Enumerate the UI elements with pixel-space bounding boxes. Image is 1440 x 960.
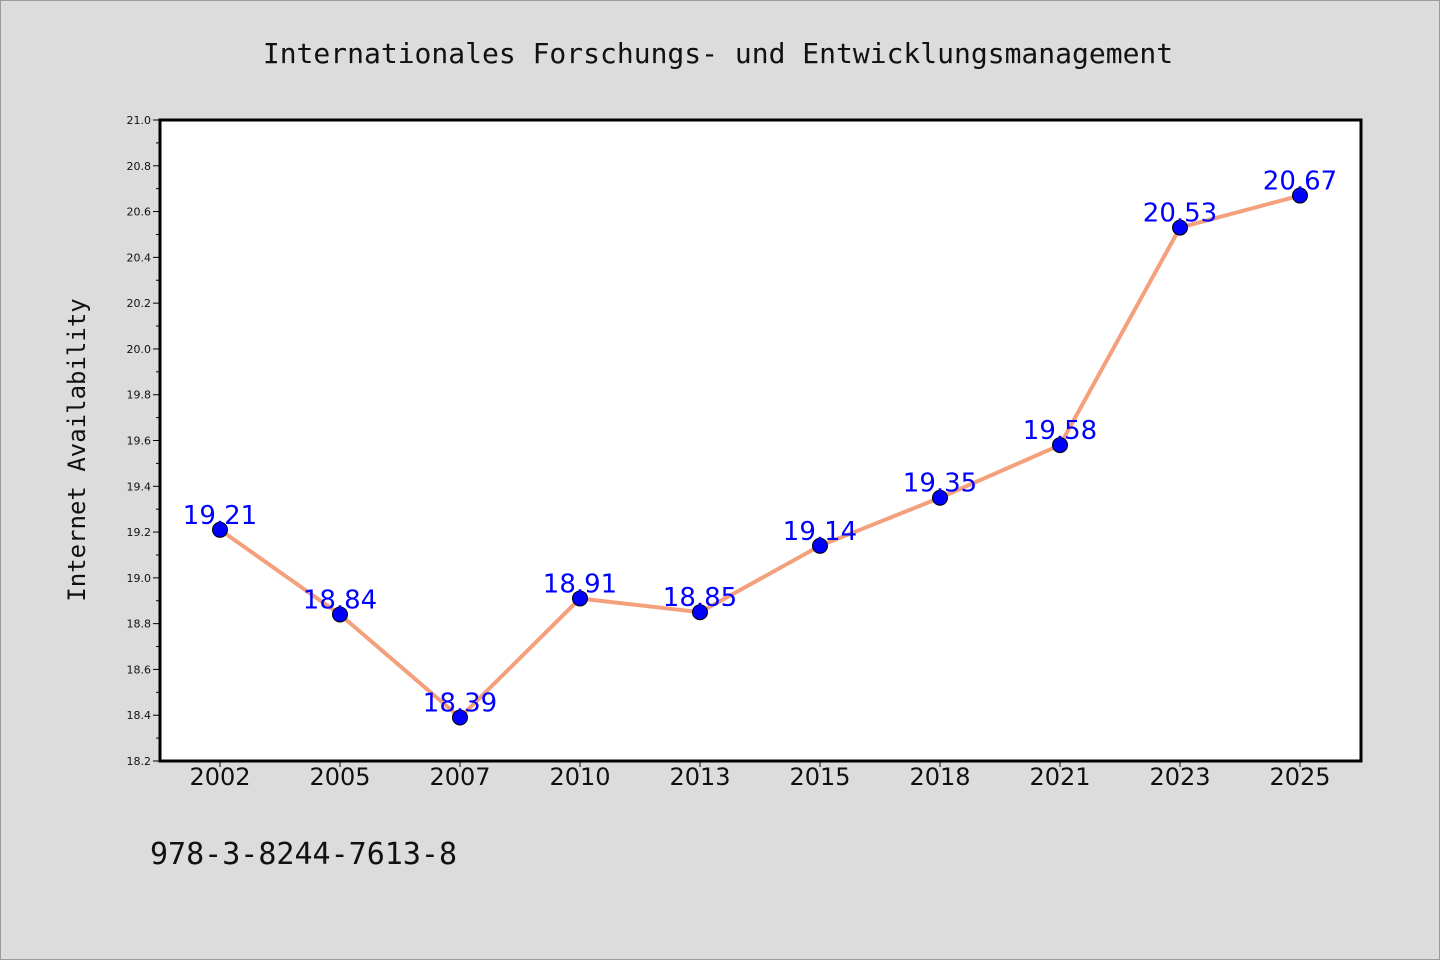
x-tick-label: 2010 — [549, 763, 610, 791]
data-point-2023 — [1172, 219, 1188, 236]
data-point-2025 — [1292, 187, 1308, 204]
x-tick-label: 2007 — [429, 763, 490, 791]
series-line — [218, 193, 1301, 720]
x-tick-label: 2025 — [1269, 763, 1330, 791]
y-axis-label: Internet Availability — [63, 298, 91, 601]
y-tick-label: 20.2 — [127, 297, 152, 310]
x-tick-label: 2023 — [1149, 763, 1210, 791]
data-point-2013 — [692, 604, 708, 621]
y-tick-label: 20.0 — [127, 343, 152, 356]
data-label-2007: 18.39 — [423, 689, 497, 719]
y-tick-label: 19.8 — [127, 389, 152, 402]
x-tick-label: 2018 — [909, 763, 970, 791]
data-label-2002: 19.21 — [183, 501, 257, 531]
data-label-2013: 18.85 — [663, 583, 737, 613]
data-point-2005 — [332, 606, 348, 623]
data-points — [212, 187, 1308, 726]
chart-title: Internationales Forschungs- und Entwickl… — [263, 37, 1173, 70]
y-tick-label: 18.8 — [127, 618, 152, 631]
y-tick-label: 20.8 — [127, 160, 152, 173]
isbn-text: 978-3-8244-7613-8 — [150, 837, 457, 872]
data-label-2023: 20.53 — [1143, 199, 1217, 229]
x-tick-label: 2013 — [669, 763, 730, 791]
data-label-2015: 19.14 — [783, 517, 857, 547]
y-tick-label: 19.4 — [127, 480, 152, 493]
x-axis: 2002 2005 2007 2010 2013 2015 2018 2021 2023 2025 — [189, 761, 1331, 791]
x-tick-label: 2015 — [789, 763, 850, 791]
data-point-2007 — [452, 709, 468, 726]
y-tick-label: 19.6 — [127, 435, 152, 448]
y-tick-label: 18.6 — [127, 663, 152, 676]
y-tick-label: 19.0 — [127, 572, 152, 585]
data-point-2002 — [212, 521, 228, 538]
data-point-2018 — [932, 489, 948, 506]
data-label-2025: 20.67 — [1263, 167, 1337, 197]
data-point-2021 — [1052, 437, 1068, 454]
data-point-2015 — [812, 537, 828, 554]
y-tick-label: 18.4 — [127, 709, 152, 722]
y-tick-label: 19.2 — [127, 526, 152, 539]
data-label-2018: 19.35 — [903, 469, 977, 499]
y-tick-label: 20.4 — [127, 251, 152, 264]
data-label-2005: 18.84 — [303, 585, 377, 615]
y-axis: 18.2 18.4 18.6 18.8 19.0 19.2 19.4 19.6 19.8 20.0… — [127, 114, 160, 768]
x-tick-label: 2002 — [189, 763, 250, 791]
data-label-2010: 18.91 — [543, 569, 617, 599]
y-tick-label: 18.2 — [127, 755, 152, 768]
x-tick-label: 2005 — [309, 763, 370, 791]
data-label-2021: 19.58 — [1023, 416, 1097, 446]
data-point-2010 — [572, 590, 588, 607]
plot-area — [158, 118, 1363, 763]
data-labels: 19.21 18.84 18.39 18.91 18.85 19.14 19.35 19.58… — [183, 167, 1337, 719]
y-tick-label: 21.0 — [127, 114, 152, 127]
x-tick-label: 2021 — [1029, 763, 1090, 791]
y-tick-label: 20.6 — [127, 206, 152, 219]
